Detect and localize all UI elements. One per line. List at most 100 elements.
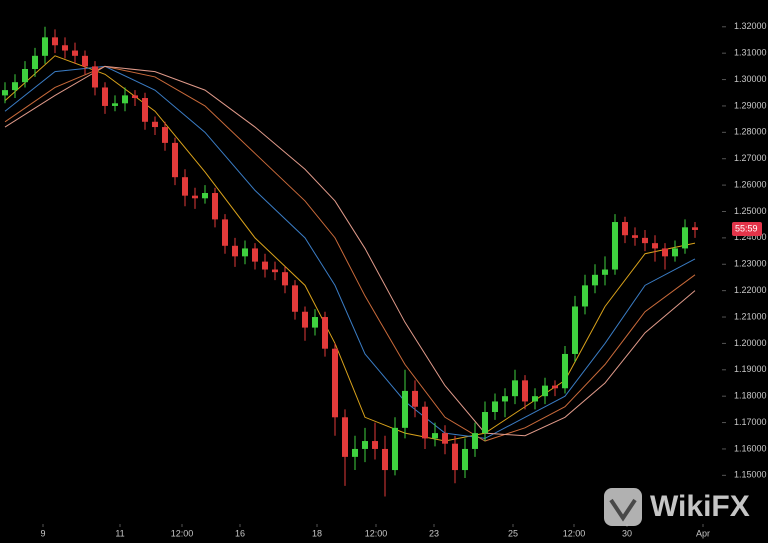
candle-body: [162, 127, 168, 143]
candle-body: [262, 261, 268, 270]
candle-body: [632, 235, 638, 238]
candle-body: [62, 45, 68, 51]
moving-average-line: [4, 55, 696, 442]
candle-body: [362, 441, 368, 449]
candle-body: [382, 448, 388, 471]
candle-body: [52, 37, 58, 46]
candle-body: [532, 396, 538, 402]
x-tick-label: 18: [312, 528, 322, 538]
price-tag: 55:59: [735, 223, 758, 233]
candle-body: [342, 417, 348, 457]
candle-body: [392, 427, 398, 471]
candle-body: [232, 245, 238, 257]
x-tick-label: Apr: [696, 528, 710, 538]
candle-body: [92, 66, 98, 88]
y-tick-label: 1.32000: [734, 21, 767, 31]
watermark-logo-mark: [609, 498, 637, 522]
candle-body: [122, 95, 128, 104]
candle-body: [192, 195, 198, 199]
candle-body: [212, 193, 218, 220]
watermark-logo: [604, 488, 642, 526]
candle-body: [292, 285, 298, 312]
candle-body: [132, 95, 138, 99]
watermark: WikiFX: [604, 488, 750, 526]
candle-body: [602, 269, 608, 275]
y-tick-label: 1.20000: [734, 338, 767, 348]
candle-body: [152, 121, 158, 128]
x-tick-label: 12:00: [563, 528, 586, 538]
candle-body: [432, 433, 438, 439]
candle-body: [322, 317, 328, 349]
candle-body: [482, 412, 488, 434]
x-tick-label: 16: [235, 528, 245, 538]
candle-body: [332, 348, 338, 418]
candle-body: [652, 243, 658, 249]
y-tick-label: 1.17000: [734, 417, 767, 427]
candle-body: [522, 380, 528, 402]
plot-area: 1.15000 1.16000 1.17000 1.18000 1.19000 1.200…: [2, 21, 767, 538]
candle-body: [422, 406, 428, 439]
x-tick-label: 11: [115, 528, 124, 538]
candle-body: [692, 227, 698, 230]
candle-body: [42, 37, 48, 56]
candle-body: [642, 237, 648, 244]
moving-average-line: [4, 65, 696, 442]
candle-body: [412, 390, 418, 407]
y-tick-label: 1.24000: [734, 232, 767, 242]
x-tick-label: 23: [429, 528, 439, 538]
candle-body: [182, 177, 188, 196]
candle-body: [102, 87, 108, 106]
candle-body: [472, 433, 478, 449]
candle-body: [452, 443, 458, 471]
y-tick-label: 1.22000: [734, 285, 767, 295]
y-tick-label: 1.28000: [734, 127, 767, 137]
y-tick-label: 1.26000: [734, 179, 767, 189]
candle-body: [572, 306, 578, 354]
candle-body: [202, 193, 208, 199]
y-tick-label: 1.23000: [734, 259, 767, 269]
candle-body: [352, 448, 358, 457]
candle-body: [302, 311, 308, 328]
candle-body: [502, 396, 508, 402]
moving-average-line: [4, 65, 696, 439]
candle-body: [592, 274, 598, 286]
watermark-text: WikiFX: [650, 490, 750, 523]
candle-body: [442, 433, 448, 444]
candle-body: [492, 401, 498, 413]
y-tick-label: 1.18000: [734, 391, 767, 401]
moving-average-line: [4, 65, 696, 437]
x-tick-label: 30: [622, 528, 632, 538]
candle-body: [2, 90, 8, 96]
candle-body: [82, 55, 88, 67]
candle-body: [662, 248, 668, 257]
candle-body: [542, 385, 548, 397]
candle-body: [282, 272, 288, 286]
y-tick-label: 1.25000: [734, 206, 767, 216]
y-tick-label: 1.19000: [734, 364, 767, 374]
candle-body: [312, 317, 318, 328]
candle-body: [142, 98, 148, 122]
candle-body: [242, 248, 248, 257]
y-tick-label: 1.31000: [734, 48, 767, 58]
x-tick-label: 25: [508, 528, 518, 538]
candle-body: [112, 103, 118, 106]
candle-body: [622, 222, 628, 236]
candle-body: [552, 385, 558, 389]
candle-body: [272, 269, 278, 273]
y-tick-label: 1.30000: [734, 74, 767, 84]
candle-body: [32, 55, 38, 70]
candle-body: [682, 227, 688, 249]
candle-body: [402, 390, 408, 428]
candle-body: [512, 380, 518, 397]
x-tick-label: 12:00: [365, 528, 388, 538]
y-tick-label: 1.16000: [734, 443, 767, 453]
candle-body: [672, 248, 678, 257]
x-tick-label: 12:00: [171, 528, 194, 538]
candle-body: [12, 82, 18, 91]
candle-body: [612, 222, 618, 270]
y-tick-label: 1.15000: [734, 470, 767, 480]
candle-body: [372, 441, 378, 449]
candle-body: [222, 219, 228, 246]
